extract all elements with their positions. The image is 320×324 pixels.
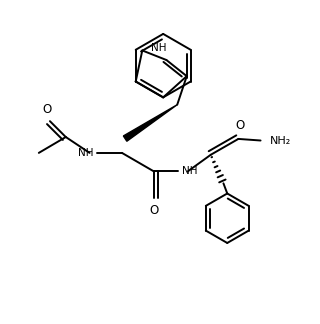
Text: NH: NH bbox=[151, 43, 167, 53]
Text: NH₂: NH₂ bbox=[270, 135, 291, 145]
Text: NH: NH bbox=[78, 148, 93, 158]
Text: O: O bbox=[235, 119, 244, 132]
Polygon shape bbox=[124, 105, 177, 141]
Text: O: O bbox=[42, 103, 52, 116]
Text: NH: NH bbox=[182, 166, 198, 176]
Text: O: O bbox=[149, 204, 158, 217]
